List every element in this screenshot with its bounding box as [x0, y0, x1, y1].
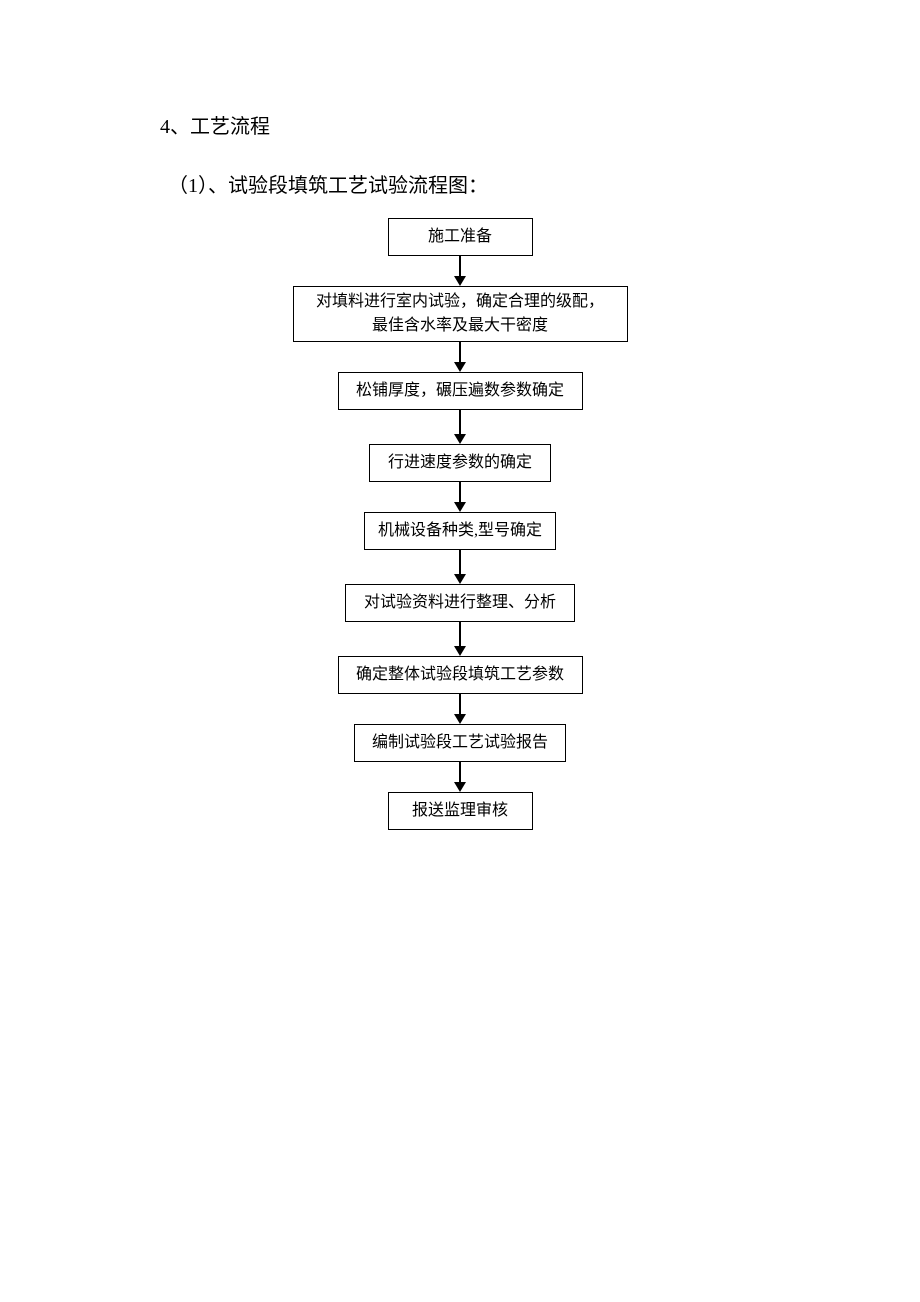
arrow-line: [459, 256, 461, 276]
flow-arrow-6: [454, 622, 466, 656]
arrow-line: [459, 550, 461, 574]
arrow-line: [459, 342, 461, 362]
arrow-head-icon: [454, 714, 466, 724]
arrow-line: [459, 622, 461, 646]
flow-node-4: 行进速度参数的确定: [369, 444, 551, 482]
flow-node-8: 编制试验段工艺试验报告: [354, 724, 566, 762]
flow-arrow-2: [454, 342, 466, 372]
flowchart-container: 施工准备 对填料进行室内试验，确定合理的级配，最佳含水率及最大干密度 松铺厚度，…: [160, 218, 760, 830]
flow-node-7: 确定整体试验段填筑工艺参数: [338, 656, 583, 694]
flow-node-6: 对试验资料进行整理、分析: [345, 584, 575, 622]
flow-arrow-3: [454, 410, 466, 444]
section-heading: 4、工艺流程: [160, 110, 760, 139]
arrow-head-icon: [454, 276, 466, 286]
arrow-head-icon: [454, 782, 466, 792]
section-subheading: （1）、试验段填筑工艺试验流程图：: [168, 169, 760, 198]
flow-node-2: 对填料进行室内试验，确定合理的级配，最佳含水率及最大干密度: [293, 286, 628, 342]
flow-arrow-7: [454, 694, 466, 724]
flow-node-5: 机械设备种类,型号确定: [364, 512, 556, 550]
flow-node-3: 松铺厚度，碾压遍数参数确定: [338, 372, 583, 410]
flow-node-9: 报送监理审核: [388, 792, 533, 830]
flow-arrow-1: [454, 256, 466, 286]
arrow-head-icon: [454, 646, 466, 656]
arrow-line: [459, 482, 461, 502]
arrow-head-icon: [454, 362, 466, 372]
arrow-head-icon: [454, 502, 466, 512]
page-content: 4、工艺流程 （1）、试验段填筑工艺试验流程图： 施工准备 对填料进行室内试验，…: [0, 0, 920, 830]
flow-node-1: 施工准备: [388, 218, 533, 256]
flow-arrow-4: [454, 482, 466, 512]
arrow-line: [459, 762, 461, 782]
arrow-line: [459, 694, 461, 714]
arrow-head-icon: [454, 434, 466, 444]
flow-arrow-5: [454, 550, 466, 584]
arrow-head-icon: [454, 574, 466, 584]
arrow-line: [459, 410, 461, 434]
flow-arrow-8: [454, 762, 466, 792]
